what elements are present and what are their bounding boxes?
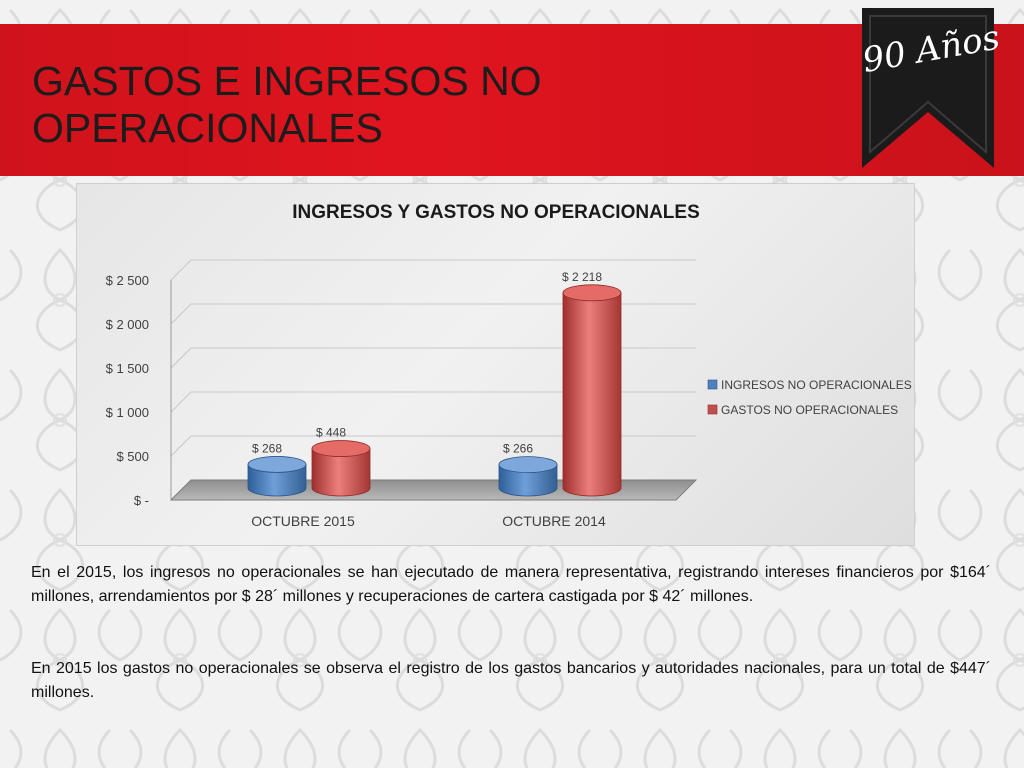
paragraph-ingresos: En el 2015, los ingresos no operacionale… bbox=[31, 564, 991, 605]
x-tick-label: OCTUBRE 2015 bbox=[251, 513, 355, 529]
gridline bbox=[170, 391, 696, 413]
y-tick-label: $ 500 bbox=[116, 449, 149, 464]
bar-chart: INGRESOS Y GASTOS NO OPERACIONALES $ - $ … bbox=[106, 202, 912, 529]
slide-title: GASTOS E INGRESOS NO OPERACIONALES bbox=[32, 58, 542, 151]
y-tick-label: $ 1 000 bbox=[106, 405, 149, 420]
bar-body bbox=[247, 464, 307, 497]
bar-top bbox=[498, 456, 558, 473]
bar-top bbox=[562, 284, 622, 302]
bar-top bbox=[247, 456, 307, 473]
bar-body bbox=[562, 292, 622, 497]
bar bbox=[562, 284, 622, 497]
data-label: $ 448 bbox=[316, 426, 346, 440]
y-tick-label: $ 1 500 bbox=[106, 361, 149, 376]
data-label: $ 268 bbox=[252, 441, 282, 455]
y-tick-label: $ - bbox=[134, 493, 149, 508]
gridline bbox=[170, 259, 696, 281]
gridline bbox=[170, 347, 696, 369]
legend-label: GASTOS NO OPERACIONALES bbox=[721, 403, 898, 417]
x-tick-label: OCTUBRE 2014 bbox=[502, 513, 606, 529]
header-band bbox=[0, 24, 1024, 176]
data-label: $ 266 bbox=[503, 442, 533, 456]
gridline bbox=[170, 303, 696, 325]
bar-body bbox=[311, 448, 371, 497]
y-tick-label: $ 2 000 bbox=[106, 317, 149, 332]
bar-top bbox=[311, 440, 371, 457]
paragraph-gastos: En 2015 los gastos no operacionales se o… bbox=[31, 660, 991, 701]
bar bbox=[498, 456, 558, 497]
anniversary-ribbon bbox=[862, 8, 994, 168]
legend-swatch bbox=[707, 379, 718, 390]
data-label: $ 2 218 bbox=[562, 270, 602, 284]
bar-body bbox=[498, 464, 558, 497]
chart-title: INGRESOS Y GASTOS NO OPERACIONALES bbox=[292, 202, 700, 223]
y-tick-label: $ 2 500 bbox=[106, 273, 149, 288]
header-band-shade bbox=[0, 24, 1024, 176]
bar bbox=[247, 456, 307, 497]
gridline bbox=[170, 435, 696, 457]
legend-label: INGRESOS NO OPERACIONALES bbox=[721, 378, 912, 392]
legend-swatch bbox=[707, 404, 718, 415]
bar bbox=[311, 440, 371, 497]
